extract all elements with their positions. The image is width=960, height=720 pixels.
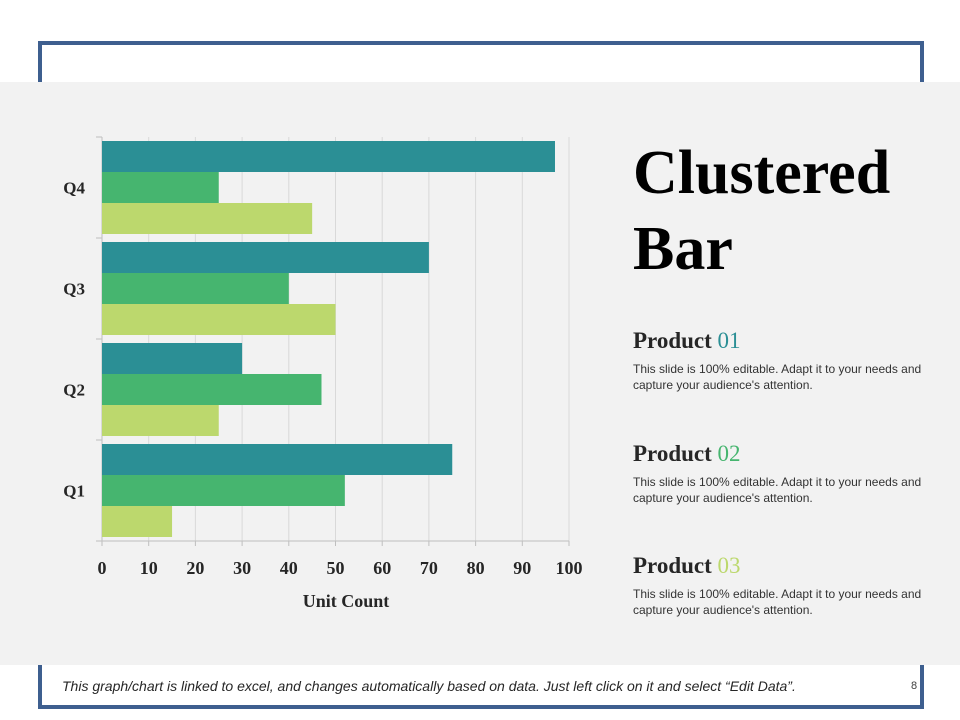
- y-tick-label-q3: Q3: [63, 280, 85, 299]
- footer-note: This graph/chart is linked to excel, and…: [62, 678, 796, 694]
- bar-q3-series-3: [102, 304, 336, 335]
- product-02-description: This slide is 100% editable. Adapt it to…: [633, 475, 922, 505]
- x-tick-label-60: 60: [373, 558, 391, 578]
- product-03-block: Product 03 This slide is 100% editable. …: [633, 552, 933, 618]
- product-02-number: 02: [717, 441, 741, 466]
- bar-q2-series-3: [102, 405, 219, 436]
- x-tick-label-70: 70: [420, 558, 438, 578]
- x-tick-label-10: 10: [140, 558, 158, 578]
- slide-title: Clustered Bar: [633, 139, 891, 283]
- bar-q2-series-2: [102, 374, 322, 405]
- x-tick-label-80: 80: [467, 558, 485, 578]
- product-02-label: Product: [633, 441, 712, 466]
- product-02-block: Product 02 This slide is 100% editable. …: [633, 440, 933, 506]
- bar-q3-series-2: [102, 273, 289, 304]
- bar-q1-series-2: [102, 475, 345, 506]
- bar-q4-series-3: [102, 203, 313, 234]
- page-number: 8: [911, 680, 918, 692]
- product-01-block: Product 01 This slide is 100% editable. …: [633, 327, 933, 393]
- y-tick-label-q4: Q4: [63, 179, 85, 198]
- product-02-heading: Product 02: [633, 440, 933, 468]
- product-03-number: 03: [717, 553, 741, 578]
- x-tick-label-100: 100: [556, 558, 583, 578]
- product-03-label: Product: [633, 553, 712, 578]
- x-tick-label-50: 50: [327, 558, 345, 578]
- bar-q3-series-1: [102, 242, 429, 273]
- x-tick-label-30: 30: [233, 558, 251, 578]
- x-tick-label-40: 40: [280, 558, 298, 578]
- product-01-label: Product: [633, 328, 712, 353]
- x-tick-label-20: 20: [186, 558, 204, 578]
- y-tick-label-q2: Q2: [63, 381, 85, 400]
- product-03-description: This slide is 100% editable. Adapt it to…: [633, 587, 922, 617]
- x-axis-title: Unit Count: [303, 591, 390, 611]
- product-01-number: 01: [717, 328, 741, 353]
- bar-q4-series-1: [102, 141, 555, 172]
- product-01-heading: Product 01: [633, 327, 933, 355]
- bar-q1-series-3: [102, 506, 173, 537]
- bar-q2-series-1: [102, 343, 243, 374]
- product-01-description: This slide is 100% editable. Adapt it to…: [633, 362, 922, 392]
- product-03-heading: Product 03: [633, 552, 933, 580]
- bar-q1-series-1: [102, 444, 453, 475]
- bar-q4-series-2: [102, 172, 219, 203]
- x-tick-label-90: 90: [513, 558, 531, 578]
- x-tick-label-0: 0: [98, 558, 107, 578]
- y-tick-label-q1: Q1: [63, 482, 85, 501]
